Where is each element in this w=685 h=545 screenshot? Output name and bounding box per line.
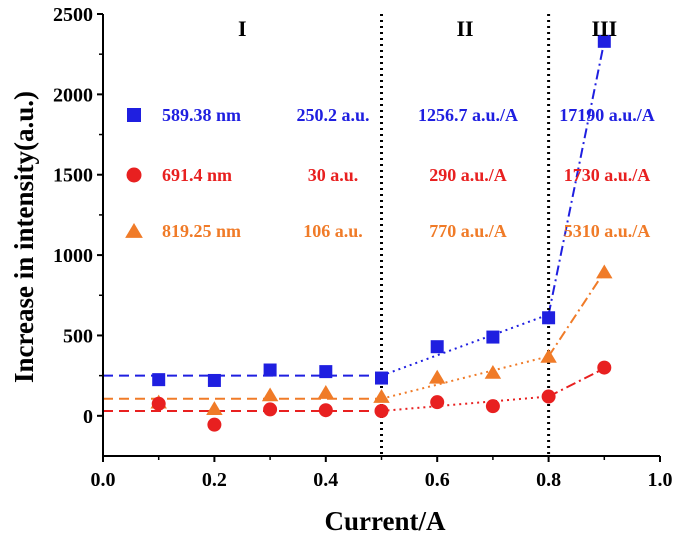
y-tick-label: 2000 (53, 84, 93, 106)
x-tick-label: 0.2 (202, 469, 227, 491)
y-tick-label: 0 (83, 406, 93, 428)
data-point-circle (207, 417, 222, 432)
region-label: III (591, 16, 617, 41)
legend-region-value: 30 a.u. (308, 165, 359, 185)
data-point-circle (151, 396, 166, 411)
x-tick-label: 0.0 (91, 469, 116, 491)
data-point-circle (597, 360, 612, 375)
data-point-square (207, 373, 221, 387)
data-point-triangle (428, 369, 446, 384)
legend-region-value: 106 a.u. (303, 221, 363, 241)
data-point-square (486, 330, 500, 344)
legend-region-value: 1256.7 a.u./A (418, 105, 518, 125)
data-point-square (542, 311, 556, 325)
legend-marker-triangle (125, 222, 143, 238)
axes-layer: 0.0 0.2 0.4 0.6 0.8 1.0 0 500 1000 1500 2000 2500 (53, 4, 673, 491)
legend-region-value: 5310 a.u./A (564, 221, 651, 241)
data-point-circle (430, 395, 445, 410)
region-label: II (456, 16, 473, 41)
x-tick-label: 0.4 (313, 469, 338, 491)
y-tick-label: 2500 (53, 4, 93, 26)
data-points-layer (150, 34, 613, 432)
fit-line-region2 (381, 395, 549, 412)
legend-region-value: 17190 a.u./A (559, 105, 655, 125)
legend-series-name: 819.25 nm (162, 221, 241, 241)
legend-region-value: 1730 a.u./A (564, 165, 651, 185)
x-tick-label: 0.6 (425, 469, 450, 491)
y-tick-label: 500 (63, 325, 93, 347)
legend-marker-square (127, 108, 141, 122)
x-axis-title: Current/A (325, 506, 446, 536)
region-boundaries-layer (380, 14, 551, 456)
data-point-triangle (540, 348, 557, 363)
data-point-square (597, 34, 611, 48)
legend-region-value: 290 a.u./A (429, 165, 507, 185)
legend-marker-circle (126, 167, 142, 183)
legend-series-name: 691.4 nm (162, 165, 232, 185)
legend: 589.38 nm 250.2 a.u. 1256.7 a.u./A 17190 a.… (125, 105, 655, 241)
data-point-square (152, 373, 166, 387)
data-point-triangle (596, 264, 613, 279)
data-point-triangle (206, 401, 223, 415)
data-point-circle (541, 389, 556, 404)
legend-region-value: 770 a.u./A (429, 221, 507, 241)
data-point-square (263, 363, 277, 377)
data-point-triangle (484, 364, 502, 379)
y-axis-title: Increase in intensity(a.u.) (9, 91, 39, 383)
data-point-circle (263, 402, 278, 417)
region-labels-layer: I II III (238, 16, 617, 41)
data-point-circle (318, 403, 333, 418)
data-point-square (319, 365, 333, 379)
data-point-triangle (317, 385, 335, 399)
y-tick-label: 1000 (53, 245, 93, 267)
data-point-square (375, 371, 388, 385)
data-point-square (430, 340, 444, 354)
data-point-triangle (261, 387, 279, 402)
fit-line-region3 (547, 41, 606, 315)
fit-line-region3 (547, 271, 606, 357)
data-point-triangle (373, 389, 390, 403)
data-point-circle (374, 403, 389, 418)
x-tick-label: 1.0 (648, 469, 673, 491)
legend-region-value: 250.2 a.u. (296, 105, 369, 125)
legend-series-name: 589.38 nm (162, 105, 241, 125)
region-label: I (238, 16, 247, 41)
y-tick-label: 1500 (53, 165, 93, 187)
data-point-circle (485, 399, 500, 414)
fit-lines-layer (103, 41, 606, 412)
x-tick-label: 0.8 (536, 469, 561, 491)
